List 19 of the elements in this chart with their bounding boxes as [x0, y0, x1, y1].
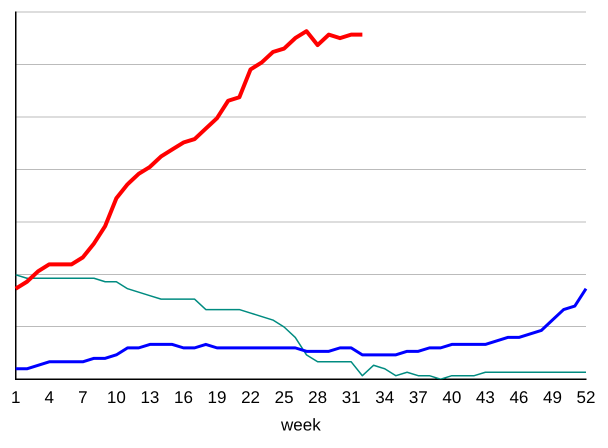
x-tick-label: 13 [140, 388, 160, 408]
x-tick-label: 19 [208, 388, 226, 408]
x-tick-label: 37 [408, 388, 428, 408]
x-tick-label: 46 [509, 388, 528, 408]
x-tick-label: 40 [442, 388, 462, 408]
x-tick-label: 49 [542, 388, 562, 408]
x-tick-label: 43 [476, 388, 495, 408]
x-tick-label: 22 [241, 388, 260, 408]
x-tick-label: 4 [44, 388, 54, 408]
x-tick-label: 25 [274, 388, 294, 408]
x-tick-label: 52 [576, 388, 596, 408]
x-tick-label: 16 [174, 388, 193, 408]
x-axis-title: week [280, 415, 322, 434]
x-tick-label: 28 [308, 388, 328, 408]
x-tick-label: 31 [342, 388, 361, 408]
x-tick-label: 34 [375, 388, 394, 408]
x-tick-label: 1 [10, 388, 20, 408]
x-tick-label: 7 [78, 388, 88, 408]
x-tick-label: 10 [106, 388, 126, 408]
